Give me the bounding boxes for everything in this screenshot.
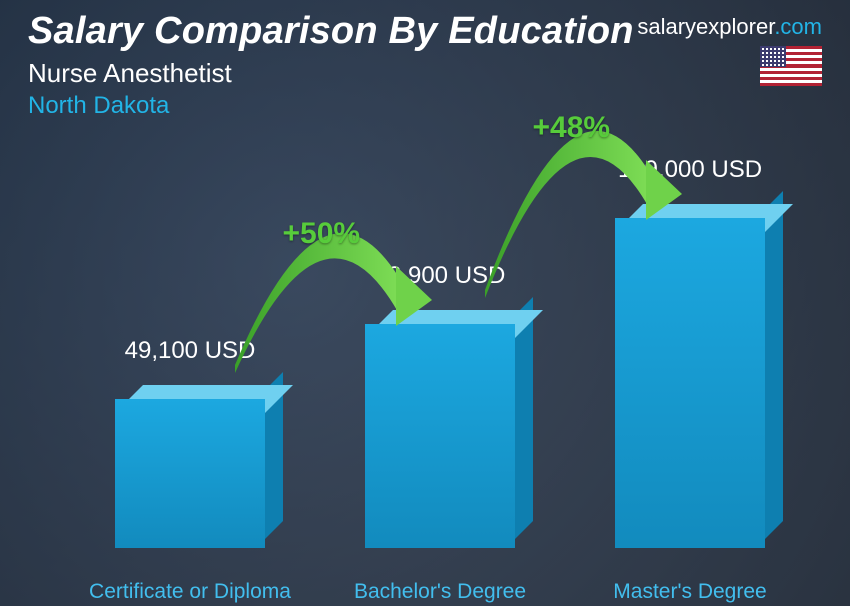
- bar-side: [765, 191, 783, 539]
- increase-percentage: +50%: [283, 217, 361, 251]
- chart-stage: Salary Comparison By Education Nurse Ane…: [0, 0, 850, 606]
- bar-chart: 49,100 USDCertificate or Diploma73,900 U…: [0, 0, 850, 606]
- bar-category-label: Bachelor's Degree: [330, 580, 550, 604]
- bar-category-label: Master's Degree: [580, 580, 800, 604]
- bar-category-label: Certificate or Diploma: [80, 580, 300, 604]
- increase-percentage: +48%: [533, 111, 611, 145]
